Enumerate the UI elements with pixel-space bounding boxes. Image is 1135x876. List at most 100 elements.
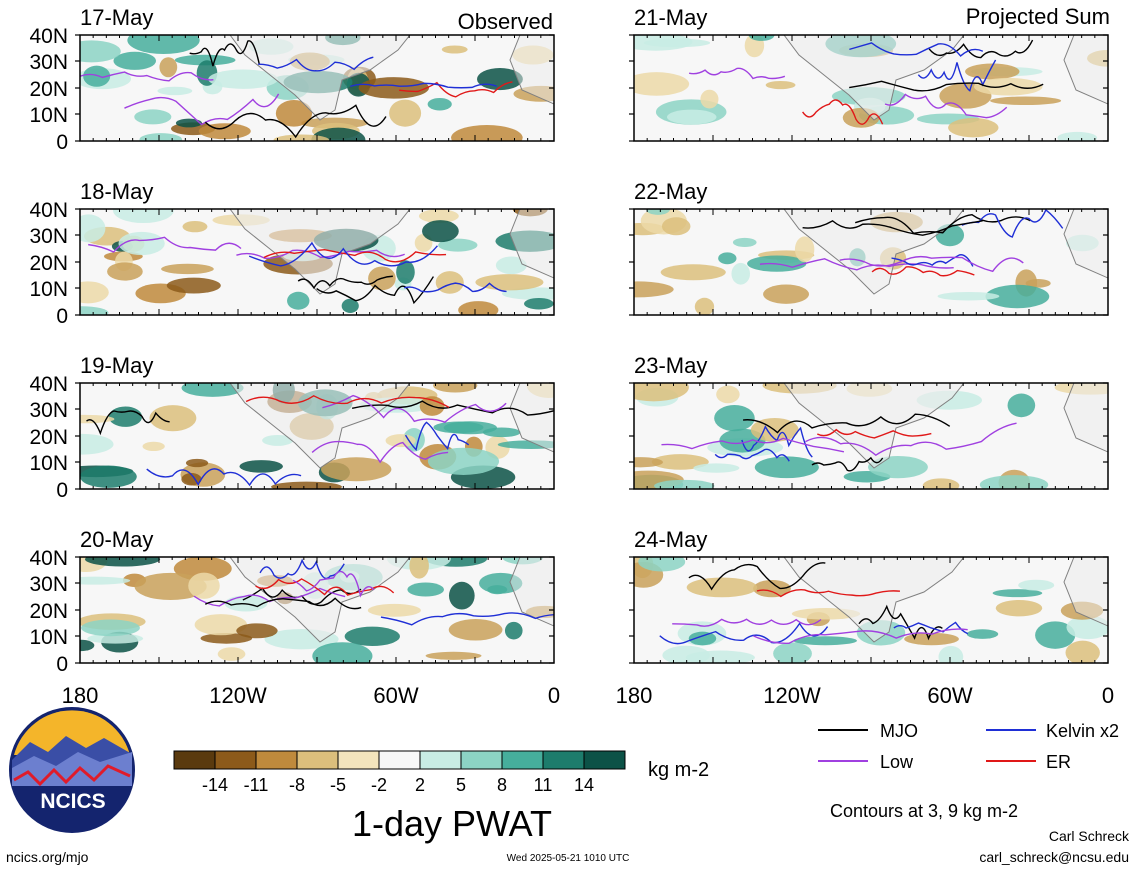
footer-url: ncics.org/mjo [6, 849, 89, 865]
footer-timestamp: Wed 2025-05-21 1010 UTC [507, 853, 630, 864]
land-outline-americas [229, 35, 411, 121]
colorbar-swatch [583, 750, 626, 770]
map-panel: 17-May 40N 30N 20N 10N 0 [29, 5, 555, 154]
pwat-shading [634, 557, 1108, 663]
land-outline-africa [509, 209, 554, 279]
lat-label: 40N [29, 199, 68, 222]
colorbar-swatch [378, 750, 421, 770]
colorbar-tick-label: 2 [415, 775, 425, 795]
map-panel: 23-May [629, 353, 1109, 490]
lat-label: 0 [56, 479, 68, 502]
map-panel: 21-May [629, 5, 1109, 142]
ncics-logo: NCICS [9, 707, 135, 833]
land-outline-americas [783, 35, 965, 121]
map-panel: 24-May [629, 527, 1109, 664]
lat-label: 40N [29, 547, 68, 570]
lat-label: 20N [29, 426, 68, 449]
land-outline-americas [783, 383, 965, 469]
colorbar-swatch [255, 750, 298, 770]
author-name: Carl Schreck [1049, 828, 1130, 844]
lat-label: 10N [29, 626, 68, 649]
colorbar-tick-label: -11 [244, 775, 269, 795]
land-outline-africa [1063, 35, 1108, 105]
colorbar-swatch [214, 750, 257, 770]
lon-label: 0 [1102, 683, 1114, 708]
land-outline-americas [783, 557, 965, 643]
colorbar-tick-label: -14 [202, 775, 228, 795]
colorbar-tick-label: 8 [497, 775, 507, 795]
colorbar-tick-label: 14 [574, 775, 594, 795]
projected-sum-label: Projected Sum [966, 4, 1110, 29]
map-panel: 18-May 40N 30N 20N 10N 0 [29, 179, 555, 328]
colorbar-swatch [542, 750, 585, 770]
lon-label: 0 [548, 683, 560, 708]
colorbar-tick-label: 5 [456, 775, 466, 795]
lon-label: 180 [62, 683, 99, 708]
lat-label: 40N [29, 373, 68, 396]
legend-label-low: Low [880, 752, 914, 772]
lat-label: 30N [29, 51, 68, 74]
land-outline-africa [1063, 209, 1108, 279]
lat-label: 40N [29, 25, 68, 48]
map-panels: 17-May40N30N20N10N018-May40N30N20N10N019… [29, 5, 1109, 676]
pwat-shading [80, 557, 554, 663]
land-outline-americas [229, 557, 411, 643]
panel-date-label: 21-May [634, 5, 707, 30]
lat-label: 20N [29, 252, 68, 275]
longitude-axis-left: 180 120W 60W 0 [62, 683, 560, 708]
lat-label: 30N [29, 225, 68, 248]
contour-legend: MJO Kelvin x2 Low ER [818, 721, 1119, 772]
map-panel: 20-May 40N 30N 20N 10N 0 [29, 527, 555, 676]
panel-date-label: 24-May [634, 527, 707, 552]
pwat-shading [80, 383, 554, 489]
land-outline-americas [229, 209, 411, 295]
panel-date-label: 19-May [80, 353, 153, 378]
author-email: carl_schreck@ncsu.edu [979, 849, 1129, 865]
lat-label: 0 [56, 131, 68, 154]
land-outline-americas [229, 383, 411, 469]
land-outline-africa [1063, 383, 1108, 453]
lon-label: 60W [373, 683, 418, 708]
pwat-shading [80, 35, 554, 141]
longitude-axis-right: 180 120W 60W 0 [616, 683, 1114, 708]
colorbar-tick-label: -8 [289, 775, 305, 795]
lat-label: 30N [29, 573, 68, 596]
colorbar-swatch [296, 750, 339, 770]
lat-label: 20N [29, 78, 68, 101]
lon-label: 120W [763, 683, 821, 708]
panel-date-label: 20-May [80, 527, 153, 552]
colorbar-swatch [337, 750, 380, 770]
colorbar-swatch [501, 750, 544, 770]
lat-label: 10N [29, 104, 68, 127]
land-outline-africa [509, 35, 554, 105]
legend-label-mjo: MJO [880, 721, 918, 741]
colorbar: -14 -11 -8 -5 -2 2 5 8 11 14 [173, 750, 626, 795]
colorbar-title: 1-day PWAT [352, 803, 552, 844]
panel-date-label: 18-May [80, 179, 153, 204]
colorbar-swatch [173, 750, 216, 770]
lon-label: 120W [209, 683, 267, 708]
map-panel: 22-May [629, 179, 1109, 316]
map-panel: 19-May 40N 30N 20N 10N 0 [29, 353, 555, 502]
observed-label: Observed [458, 9, 553, 34]
land-outline-africa [509, 383, 554, 453]
land-outline-africa [1063, 557, 1108, 627]
land-outline-americas [783, 209, 965, 295]
logo-text: NCICS [40, 790, 105, 813]
lat-label: 0 [56, 653, 68, 676]
lat-label: 0 [56, 305, 68, 328]
colorbar-swatch [419, 750, 462, 770]
pwat-shading [634, 35, 1108, 141]
colorbar-swatch [460, 750, 503, 770]
pwat-shading [634, 209, 1108, 315]
colorbar-tick-label: 11 [534, 775, 553, 795]
lat-label: 20N [29, 600, 68, 623]
lat-label: 10N [29, 452, 68, 475]
panel-date-label: 17-May [80, 5, 153, 30]
legend-label-kelvin: Kelvin x2 [1046, 721, 1119, 741]
lat-label: 30N [29, 399, 68, 422]
contours-note: Contours at 3, 9 kg m-2 [830, 801, 1018, 821]
pwat-shading [80, 209, 554, 315]
panel-date-label: 22-May [634, 179, 707, 204]
